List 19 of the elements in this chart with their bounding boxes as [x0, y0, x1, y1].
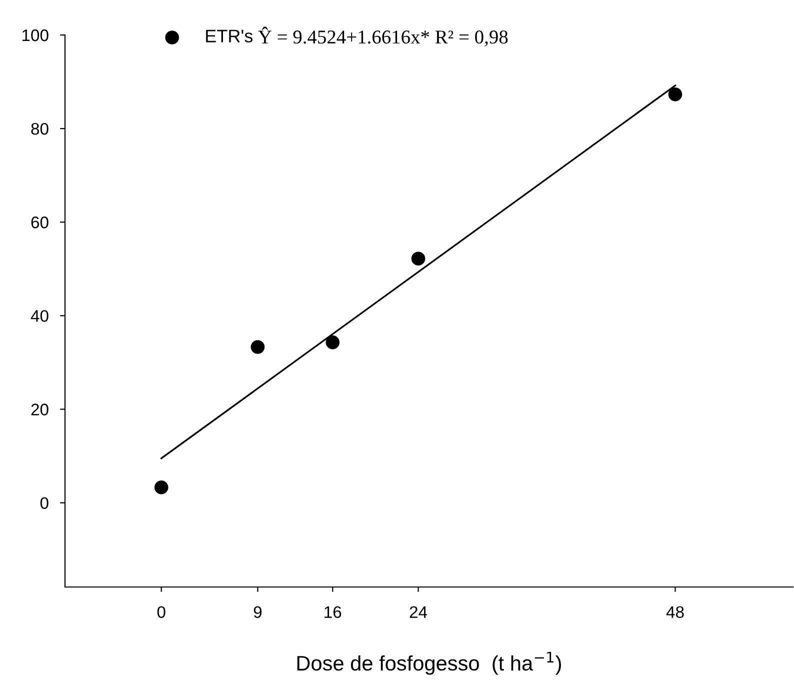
y-tick-label: 100	[22, 29, 48, 42]
y-tick-label: 0	[40, 497, 48, 509]
annotation: Ŷ = 9.4524+1.6616x* R² = 0,98	[258, 26, 508, 46]
x-axis-title: Dose de fosfogesso (t ha$^{−1}$)	[297, 652, 561, 675]
x-tick-label: 48	[666, 606, 684, 618]
y-tick-label: 20	[31, 404, 48, 416]
x-tick-label: 24	[410, 606, 428, 618]
y-tick-label: 80	[31, 122, 48, 135]
point	[668, 88, 682, 102]
point	[411, 252, 426, 266]
point	[326, 335, 340, 350]
x-tick-label: 9	[254, 606, 262, 618]
legend-label: ETR's	[206, 30, 253, 42]
point	[250, 340, 265, 354]
y-tick-label: 60	[31, 216, 48, 228]
x-tick-label: 16	[324, 606, 342, 618]
y-tick-label: 40	[30, 310, 48, 322]
point	[154, 480, 168, 494]
x-tick-label: 0	[157, 606, 166, 618]
